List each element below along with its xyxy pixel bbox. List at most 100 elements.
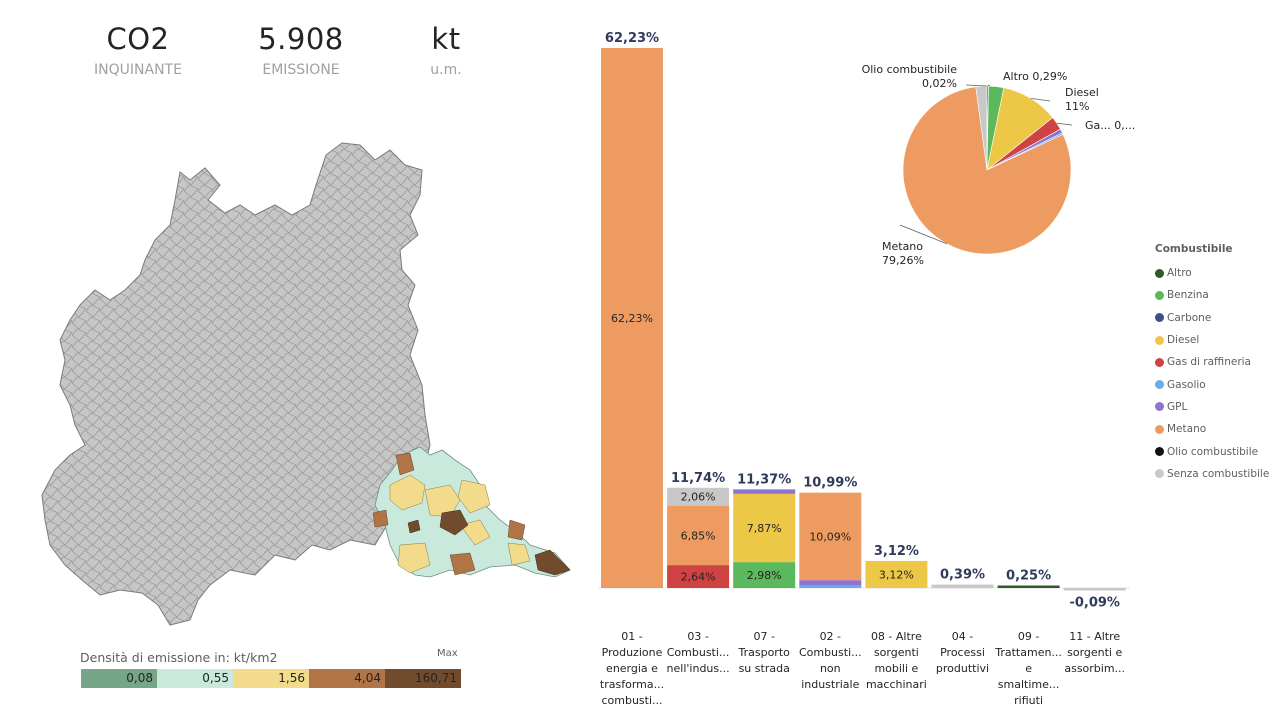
legend-label: Carbone (1167, 311, 1212, 324)
category-tick-label: 03 - (687, 630, 708, 643)
bar-total-label: 10,99% (803, 476, 857, 491)
category-tick-label: assorbim... (1064, 662, 1125, 675)
pie-slice-label: Ga... 0,... (1085, 119, 1135, 132)
pie-slice-label: 79,26% (882, 254, 924, 267)
bar-segment[interactable] (601, 48, 663, 588)
legend-dot (1155, 447, 1164, 457)
bar-segment[interactable] (667, 487, 730, 506)
category-tick-label: mobili e (874, 662, 918, 675)
legend-item[interactable]: Gasolio (1155, 373, 1269, 395)
pie-leader-line (1056, 122, 1073, 126)
bar-segment-label: 3,12% (879, 568, 914, 581)
scale-step: 1,56 (233, 669, 309, 688)
province-patch (407, 519, 421, 534)
bar-segment[interactable] (997, 585, 1060, 589)
category-tick-label: Combusti... (799, 646, 862, 659)
category-tick-label: 11 - Altre (1069, 630, 1120, 643)
category-tick-label: macchinari (866, 678, 927, 691)
bar-segment[interactable] (931, 584, 994, 588)
category-tick-label: Combusti... (667, 646, 730, 659)
kpi-emission-value: 5.908 (258, 22, 344, 56)
pie-slice-label: 0,02% (922, 77, 957, 90)
kpi-pollutant: CO2 INQUINANTE (78, 20, 198, 78)
bar-total-label: 0,39% (940, 568, 985, 583)
province-patch (424, 484, 461, 518)
legend-item[interactable]: Altro (1155, 262, 1269, 284)
province-patch (389, 474, 426, 511)
bar-segment[interactable] (667, 505, 730, 566)
fuel-legend: Combustibile Altro Benzina Carbone Diesel Ga… (1155, 243, 1269, 485)
category-tick-label: 09 - (1018, 630, 1039, 643)
kpi-unit-label: u.m. (430, 62, 462, 78)
legend-dot (1155, 469, 1164, 479)
map-legend-title: Densità di emissione in: kt/km2 (80, 650, 278, 665)
category-tick-label: smaltime... (998, 678, 1060, 691)
category-tick-label: 02 - (820, 630, 841, 643)
bar-segment[interactable] (799, 580, 862, 586)
kpi-unit-value: kt (431, 22, 461, 56)
category-tick-label: rifiuti (1014, 694, 1043, 707)
legend-label: Benzina (1167, 289, 1209, 302)
bar-segment[interactable] (865, 560, 928, 588)
legend-label: Senza combustibile (1167, 467, 1270, 480)
legend-dot (1155, 380, 1164, 390)
province-patch (507, 519, 526, 541)
pie-leader-line (965, 84, 987, 87)
category-tick-label: energia e (606, 662, 658, 675)
category-tick-label: 08 - Altre (871, 630, 922, 643)
bar-segment[interactable] (733, 562, 796, 588)
bar-segment-label: 2,64% (681, 571, 716, 584)
legend-label: Gas di raffineria (1167, 356, 1251, 369)
pie-leader-line (899, 224, 947, 245)
province-patch (534, 549, 571, 576)
category-tick-label: non (820, 662, 841, 675)
province-patch (457, 479, 491, 514)
bar-total-label: 11,74% (671, 471, 725, 486)
bar-segment-label: 7,87% (747, 522, 782, 535)
legend-item[interactable]: Metano (1155, 418, 1269, 440)
legend-item[interactable]: GPL (1155, 396, 1269, 418)
kpi-pollutant-value: CO2 (106, 22, 170, 56)
category-tick-label: produttivi (936, 662, 989, 675)
pie-slice-label: Metano (882, 240, 923, 253)
bar-segment[interactable] (733, 489, 796, 494)
bar-segment[interactable] (733, 493, 796, 563)
bar-segment[interactable] (1063, 588, 1126, 591)
fuel-legend-title: Combustibile (1155, 243, 1233, 255)
emission-density-map[interactable] (30, 125, 580, 645)
legend-item[interactable]: Gas di raffineria (1155, 351, 1269, 373)
legend-item[interactable]: Olio combustibile (1155, 440, 1269, 462)
province-patch (395, 452, 415, 476)
legend-label: Diesel (1167, 334, 1200, 347)
kpi-pollutant-label: INQUINANTE (94, 62, 182, 78)
sector-bar-chart[interactable]: 62,23% 62,23% 01 - Produzione energia e trasf… (590, 20, 1150, 715)
density-color-scale: 0,08 0,55 1,56 4,04 160,71 (81, 669, 461, 688)
kpi-emission: 5.908 EMISSIONE (241, 20, 361, 78)
legend-item[interactable]: Benzina (1155, 284, 1269, 306)
bar-segment[interactable] (799, 585, 862, 588)
bar-segment-label: 2,98% (747, 569, 782, 582)
province-patch (459, 519, 491, 546)
bar-segment-label: 2,06% (681, 491, 716, 504)
pie-leader-line (1030, 97, 1051, 102)
category-tick-label: trasforma... (600, 678, 664, 691)
legend-label: Altro (1167, 267, 1192, 280)
category-tick-label: Produzione (602, 646, 663, 659)
legend-item[interactable]: Carbone (1155, 307, 1269, 329)
legend-dot (1155, 335, 1164, 345)
legend-item[interactable]: Diesel (1155, 329, 1269, 351)
legend-dot (1155, 313, 1164, 323)
category-tick-label: combusti... (601, 694, 662, 707)
legend-dot (1155, 402, 1164, 412)
category-tick-label: 04 - (952, 630, 973, 643)
bar-segment[interactable] (667, 565, 730, 588)
legend-label: Gasolio (1167, 378, 1206, 391)
category-tick-label: sorgenti e (1067, 646, 1122, 659)
pie-slice[interactable] (902, 86, 1072, 255)
province-patch (449, 552, 476, 576)
legend-item[interactable]: Senza combustibile (1155, 463, 1269, 485)
legend-label: GPL (1167, 400, 1188, 413)
map-legend-max: Max (437, 648, 458, 659)
bar-segment[interactable] (799, 492, 862, 581)
